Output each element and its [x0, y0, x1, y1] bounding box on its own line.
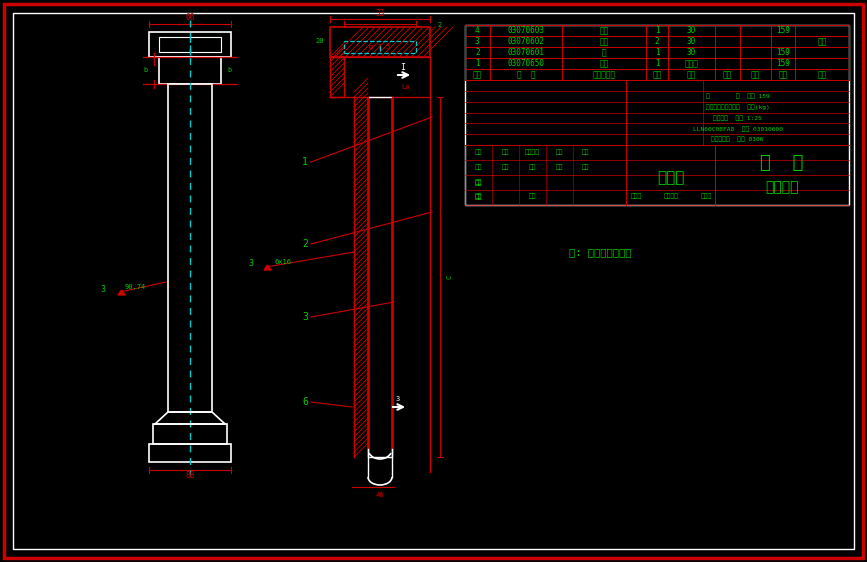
Text: 日期: 日期: [529, 165, 536, 170]
Text: 3: 3: [475, 37, 479, 46]
Text: 分工: 分工: [475, 165, 482, 170]
Text: 3: 3: [101, 284, 106, 293]
Text: 焊接件: 焊接件: [685, 59, 699, 68]
Text: 工柄: 工柄: [599, 37, 609, 46]
Text: 30: 30: [687, 48, 696, 57]
Polygon shape: [264, 265, 271, 270]
Text: 抱箍: 抱箍: [599, 26, 609, 35]
Text: b: b: [143, 67, 147, 74]
Text: 支托: 支托: [599, 59, 609, 68]
Text: 处数: 处数: [502, 149, 509, 155]
Text: 2: 2: [655, 37, 659, 46]
Bar: [344, 41, 416, 53]
Text: 159: 159: [776, 26, 790, 35]
Text: 同件属性: 同件属性: [664, 193, 679, 199]
Text: I: I: [401, 62, 406, 71]
Text: 03070603: 03070603: [507, 26, 544, 35]
Text: 2: 2: [438, 22, 442, 28]
Text: 校计: 校计: [475, 180, 482, 186]
Text: C: C: [447, 275, 453, 279]
Text: 03070602: 03070602: [507, 37, 544, 46]
Text: 1: 1: [475, 59, 479, 68]
Text: 材料: 材料: [687, 70, 696, 79]
Text: 1: 1: [655, 59, 659, 68]
Text: 33: 33: [375, 8, 385, 17]
Text: Lo: Lo: [401, 84, 409, 90]
Text: 3: 3: [396, 396, 401, 402]
Text: 日期: 日期: [583, 149, 590, 155]
Text: 代  号: 代 号: [517, 70, 535, 79]
Text: ？？: ？？: [502, 165, 509, 170]
Text: 删除符: 删除符: [701, 193, 712, 199]
Bar: [465, 25, 849, 205]
Text: 2: 2: [302, 239, 308, 249]
Polygon shape: [118, 290, 125, 295]
Text: 抓胎爪: 抓胎爪: [657, 170, 684, 185]
Text: 30: 30: [687, 37, 696, 46]
Text: 标记: 标记: [475, 149, 482, 155]
Text: 2: 2: [475, 48, 479, 57]
Bar: [159, 37, 221, 52]
Text: 共重: 共重: [751, 70, 759, 79]
Text: 产品识别码  图号 0306: 产品识别码 图号 0306: [712, 137, 764, 142]
Text: 90.74: 90.74: [124, 284, 146, 290]
Text: 校接: 校接: [475, 193, 482, 199]
Bar: [149, 444, 231, 462]
Text: 6x16: 6x16: [275, 259, 291, 265]
Text: 数量: 数量: [652, 70, 662, 79]
Bar: [149, 32, 231, 57]
Text: 1: 1: [655, 26, 659, 35]
Bar: [330, 57, 344, 97]
Text: 3: 3: [249, 260, 253, 269]
Text: 更改区域: 更改区域: [525, 149, 539, 155]
Bar: [159, 57, 221, 84]
Text: LLN60C08FA8  代号 03010600: LLN60C08FA8 代号 03010600: [693, 126, 783, 132]
Bar: [153, 424, 227, 444]
Text: 桂  林: 桂 林: [760, 154, 804, 172]
Text: b: b: [227, 67, 231, 74]
Text: 03070650: 03070650: [507, 59, 544, 68]
Text: φ 7.5: φ 7.5: [369, 44, 391, 50]
Text: 签字: 签字: [583, 165, 590, 170]
Text: 无需: 无需: [818, 37, 827, 46]
Text: 件号: 件号: [473, 70, 482, 79]
Text: 标准化: 标准化: [630, 193, 642, 199]
Text: 6: 6: [302, 397, 308, 407]
Text: 签字: 签字: [556, 149, 563, 155]
Text: 1: 1: [302, 157, 308, 167]
Text: 产品名称  比例 1:25: 产品名称 比例 1:25: [714, 115, 762, 121]
Text: 46: 46: [375, 492, 384, 498]
Bar: [330, 27, 430, 57]
Bar: [168, 84, 212, 412]
Text: 审核: 审核: [529, 193, 536, 199]
Text: 20: 20: [316, 38, 324, 44]
Text: 4: 4: [475, 26, 479, 35]
Text: 校接: 校接: [475, 194, 482, 200]
Text: 159: 159: [776, 48, 790, 57]
Text: 03070601: 03070601: [507, 48, 544, 57]
Text: 备注: 备注: [818, 70, 827, 79]
Text: 88: 88: [186, 472, 194, 481]
Text: 校计: 校计: [475, 180, 482, 185]
Text: 66: 66: [186, 13, 194, 22]
Text: 名称及规格: 名称及规格: [592, 70, 616, 79]
Text: 橡胶机械: 橡胶机械: [765, 180, 799, 194]
Bar: [368, 97, 392, 457]
Text: 注: 锐角倒圆，修光: 注: 锐角倒圆，修光: [569, 247, 631, 257]
Text: 双模轮胎硫化机械手  重量(kg): 双模轮胎硫化机械手 重量(kg): [706, 105, 770, 110]
Text: 板: 板: [602, 48, 606, 57]
Text: 159: 159: [776, 59, 790, 68]
Text: 单重: 单重: [723, 70, 732, 79]
Text: 校工: 校工: [556, 165, 563, 170]
Text: 名       称  张次 159: 名 称 张次 159: [706, 93, 770, 99]
Text: 3: 3: [302, 312, 308, 322]
Text: 1: 1: [655, 48, 659, 57]
Text: 30: 30: [687, 26, 696, 35]
Text: 件数: 件数: [779, 70, 788, 79]
